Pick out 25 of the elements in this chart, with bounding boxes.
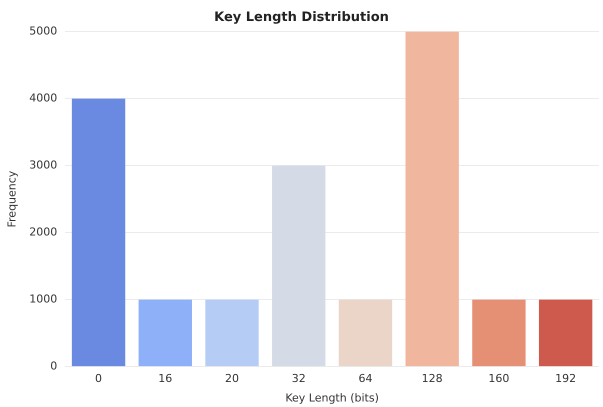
y-tick-label: 3000 (29, 158, 58, 172)
bar (272, 166, 326, 366)
x-tick-label: 0 (95, 372, 102, 386)
y-axis-title: Frequency (5, 170, 18, 228)
bar (138, 300, 192, 366)
x-tick-label: 16 (158, 372, 172, 386)
bar (405, 32, 459, 366)
y-tick-label: 0 (50, 359, 58, 372)
x-tick-label: 128 (422, 372, 443, 386)
y-tick-label: 4000 (29, 91, 58, 104)
x-axis-title: Key Length (bits) (285, 391, 379, 404)
bar (72, 98, 126, 366)
bar (205, 300, 259, 366)
y-tick-label: 5000 (29, 24, 58, 38)
chart-title: Key Length Distribution (214, 10, 389, 26)
x-tick-label: 160 (488, 372, 510, 386)
bar (338, 300, 392, 366)
bar (538, 300, 592, 366)
y-tick-label: 1000 (29, 292, 58, 306)
x-tick-label: 20 (225, 372, 240, 386)
x-tick-label: 32 (292, 372, 306, 386)
x-tick-label: 192 (555, 372, 576, 386)
bar (472, 300, 526, 366)
y-tick-label: 2000 (29, 225, 58, 238)
x-tick-label: 64 (358, 372, 372, 386)
